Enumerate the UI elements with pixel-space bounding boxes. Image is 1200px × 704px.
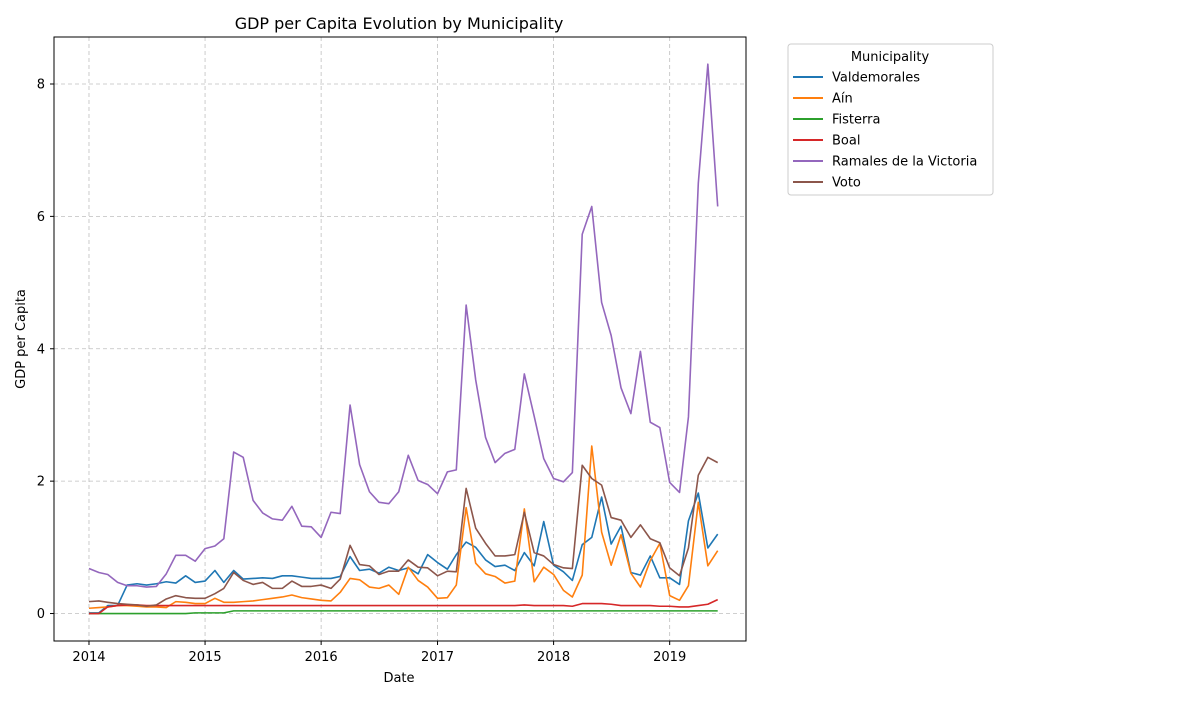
plot-frame <box>53 36 747 642</box>
grid-layer <box>54 37 746 641</box>
legend-label-valdemorales: Valdemorales <box>832 71 920 86</box>
legend-frame <box>787 43 994 196</box>
plot-area <box>54 37 746 641</box>
x-tick-label: 2015 <box>189 650 222 665</box>
series-line-ain <box>88 445 719 610</box>
legend-label-fisterra: Fisterra <box>832 113 880 128</box>
tick-layer: 2014 2015 2016 2017 2018 2019 0 2 4 6 8 <box>37 77 687 665</box>
chart-title: GDP per Capita Evolution by Municipality <box>235 14 564 33</box>
legend: Municipality Valdemorales Aín Fisterra Boal… <box>787 43 994 196</box>
x-axis-label: Date <box>383 671 414 686</box>
y-tick-label: 8 <box>37 77 45 92</box>
series-line-boal <box>88 598 719 615</box>
y-axis-label: GDP per Capita <box>14 289 29 389</box>
x-tick-label: 2016 <box>305 650 338 665</box>
series-layer <box>88 63 719 615</box>
y-tick-label: 4 <box>37 342 45 357</box>
legend-label-ain: Aín <box>832 92 853 107</box>
series-line-voto <box>88 456 719 608</box>
legend-items: Valdemorales Aín Fisterra Boal Ramales de la… <box>793 71 977 191</box>
x-tick-label: 2019 <box>653 650 686 665</box>
legend-title: Municipality <box>851 50 930 65</box>
legend-label-boal: Boal <box>832 134 860 149</box>
x-tick-label: 2017 <box>421 650 454 665</box>
y-tick-label: 0 <box>37 607 45 622</box>
series-line-ramales-de-la-victoria <box>88 63 719 588</box>
series-line-valdemorales <box>88 492 719 614</box>
x-tick-label: 2014 <box>72 650 105 665</box>
legend-label-voto: Voto <box>832 176 861 191</box>
x-tick-label: 2018 <box>537 650 570 665</box>
legend-label-ramales-de-la-victoria: Ramales de la Victoria <box>832 155 977 170</box>
y-tick-label: 2 <box>37 475 45 490</box>
series-line-fisterra <box>88 610 718 615</box>
y-tick-label: 6 <box>37 210 45 225</box>
